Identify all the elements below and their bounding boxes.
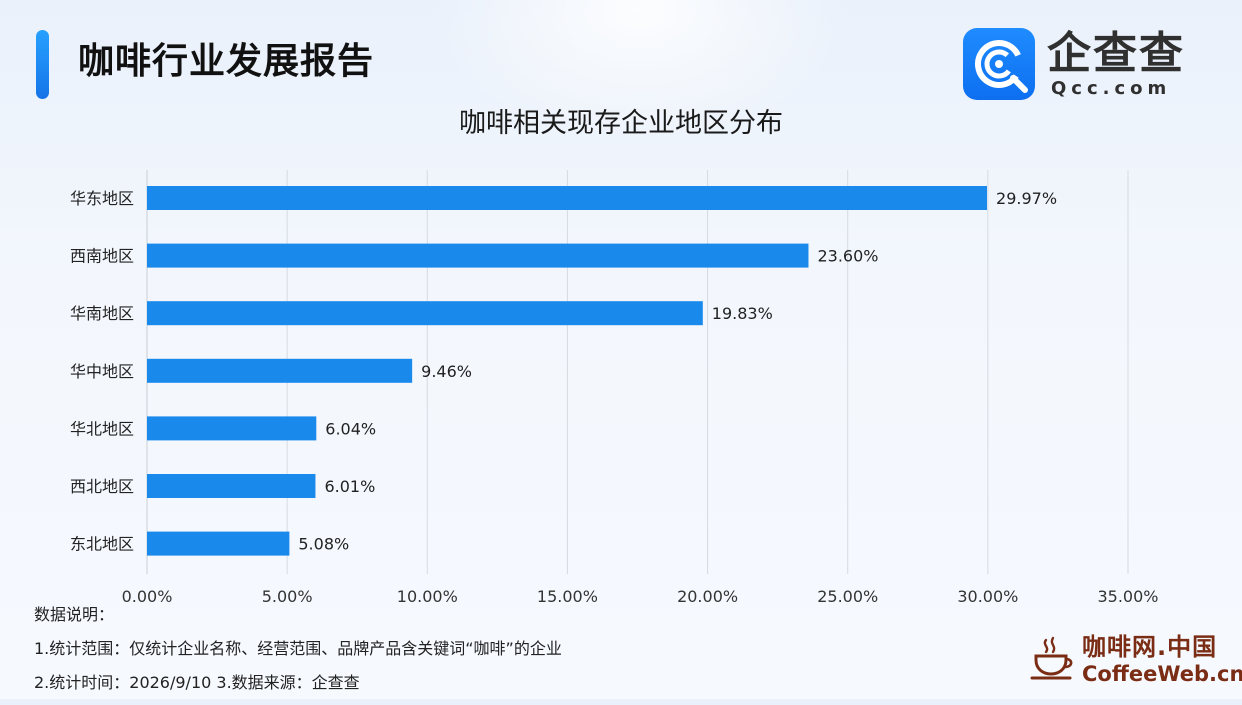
x-tick-label: 25.00% — [817, 587, 878, 606]
bar — [147, 474, 316, 498]
value-label: 6.01% — [324, 477, 375, 496]
bar — [147, 358, 413, 383]
x-tick-label: 30.00% — [957, 587, 1018, 606]
qcc-logo: 企查查 Qcc.com — [963, 28, 1203, 102]
bar — [147, 416, 317, 441]
x-tick-label: 20.00% — [677, 587, 738, 606]
value-label: 6.04% — [325, 419, 376, 438]
bar — [147, 186, 988, 210]
value-label: 9.46% — [421, 362, 472, 381]
value-label: 5.08% — [298, 535, 349, 554]
coffeeweb-name-en: CoffeeWeb.cn — [1082, 662, 1242, 686]
notes-heading: 数据说明： — [34, 605, 115, 624]
category-label: 东北地区 — [70, 535, 134, 554]
x-tick-label: 35.00% — [1097, 587, 1158, 606]
category-label: 华南地区 — [70, 304, 134, 323]
qcc-logo-domain: Qcc.com — [1051, 78, 1172, 99]
category-label: 华东地区 — [70, 189, 134, 208]
x-tick-label: 0.00% — [122, 587, 173, 606]
value-label: 19.83% — [712, 304, 773, 323]
category-label: 西南地区 — [70, 247, 134, 266]
coffeeweb-name-cn: 咖啡网.中国 — [1082, 633, 1218, 661]
report-title: 咖啡行业发展报告 — [78, 41, 375, 82]
x-tick-label: 10.00% — [397, 587, 458, 606]
coffee-cup-icon — [1030, 636, 1073, 680]
title-accent-bar — [36, 30, 49, 99]
notes-time-source: 2.统计时间：2026/9/10 3.数据来源：企查查 — [34, 673, 360, 692]
qcc-logo-text: 企查查 — [1047, 28, 1185, 79]
notes-scope: 1.统计范围：仅统计企业名称、经营范围、品牌产品含关键词“咖啡”的企业 — [34, 639, 562, 658]
chart-title: 咖啡相关现存企业地区分布 — [459, 108, 783, 139]
coffeeweb-watermark: 咖啡网.中国 CoffeeWeb.cn — [1030, 632, 1242, 688]
data-notes: 数据说明： 1.统计范围：仅统计企业名称、经营范围、品牌产品含关键词“咖啡”的企… — [34, 603, 562, 705]
category-label: 西北地区 — [70, 477, 134, 496]
bar — [147, 301, 703, 326]
bar — [147, 243, 809, 268]
category-label: 华北地区 — [70, 419, 134, 438]
x-tick-label: 5.00% — [262, 587, 313, 606]
qcc-logo-icon — [963, 28, 1035, 100]
x-tick-label: 15.00% — [537, 587, 598, 606]
value-label: 23.60% — [817, 247, 878, 266]
category-label: 华中地区 — [70, 362, 134, 381]
value-label: 29.97% — [996, 189, 1057, 208]
bar — [147, 531, 290, 556]
